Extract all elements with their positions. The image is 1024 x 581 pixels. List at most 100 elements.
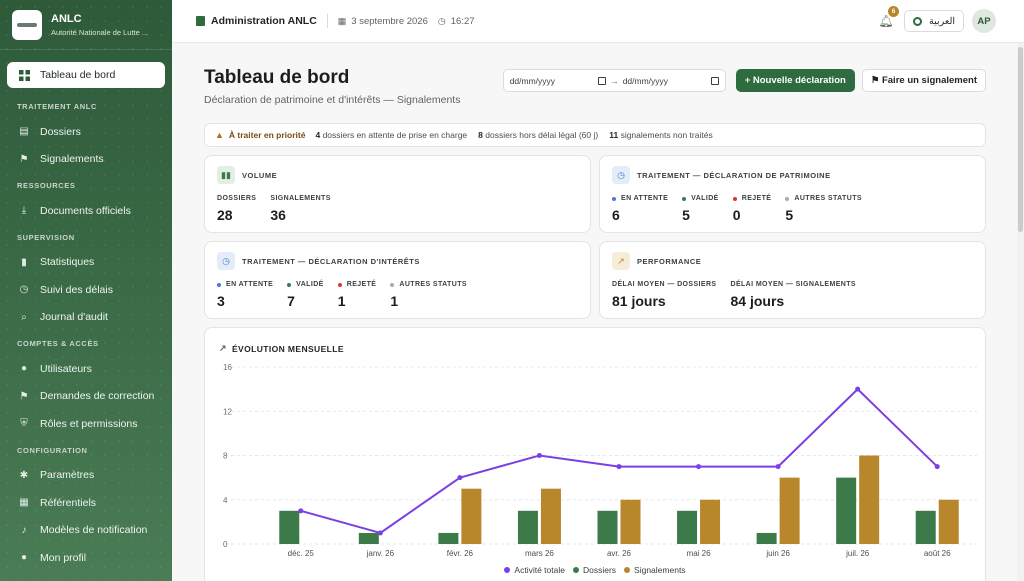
bar-signalements [620,499,641,544]
sidebar-section-title: COMPTES & ACCÈS [17,339,99,348]
alert-item[interactable]: 4 dossiers en attente de prise en charge [315,130,468,140]
status-dot [612,196,616,201]
header-divider [326,14,328,28]
globe-icon [913,16,923,26]
sidebar-item-label: Signalements [40,153,104,166]
bar-dossiers [915,510,936,544]
x-tick-label: janv. 26 [366,549,395,558]
sidebar-item-label: Dossiers [40,125,81,138]
point-activite-totale [616,464,622,470]
sidebar-item-label: Documents officiels [40,204,131,217]
sidebar-item-r-f-rentiels[interactable]: ▦ Référentiels [0,489,172,517]
page-title: Tableau de bord [204,67,350,88]
interets-card: ◷ TRAITEMENT — DÉCLARATION D'INTÉRÊTS EN… [204,241,591,319]
notification-badge: 6 [888,6,900,17]
date-from-placeholder: dd/mm/yyyy [509,75,556,86]
bar-dossiers [756,532,777,544]
sidebar-item-journal-d-audit[interactable]: ⌕ Journal d'audit [0,304,172,332]
stat-rejet-: REJETÉ 1 [337,281,377,309]
y-tick-label: 12 [223,407,232,416]
bar-dossiers [279,510,300,544]
avatar[interactable]: AP [972,9,996,33]
header-date: ▦ 3 septembre 2026 [338,16,428,27]
legend-item[interactable]: Activité totale [504,565,565,575]
main-content: Tableau de bord Déclaration de patrimoin… [172,43,1017,581]
sidebar-section-title: CONFIGURATION [17,445,88,455]
sidebar-item-label: Modèles de notification [40,524,148,537]
calendar-icon [597,76,606,85]
sidebar-item-label: Tableau de bord [40,69,116,81]
sidebar-item-mon-profil[interactable]: ● Mon profil [0,544,172,572]
report-button[interactable]: ⚑ Faire un signalement [861,69,986,92]
org-name: Administration ANLC [196,15,317,27]
bar-dossiers [597,510,618,544]
stat-en-attente: EN ATTENTE 6 [612,195,669,223]
sidebar-item-statistiques[interactable]: ▮ Statistiques [0,249,172,277]
bar-chart-icon: ▮▮ [217,166,235,184]
sidebar-section-title: TRAITEMENT ANLC [17,102,97,111]
x-tick-label: mai 26 [687,549,712,558]
date-to-field[interactable]: dd/mm/yyyy [623,76,719,86]
toolbar: dd/mm/yyyy → dd/mm/yyyy + Nouvelle décla… [502,69,986,92]
status-dot [287,282,292,287]
bar-signalements [779,477,800,544]
card-title: TRAITEMENT — DÉCLARATION D'INTÉRÊTS [242,256,420,266]
y-tick-label: 16 [223,363,232,372]
clock-icon: ◷ [217,252,235,270]
x-tick-label: avr. 26 [607,549,632,558]
x-tick-label: juin 26 [765,549,790,558]
page-subtitle: Déclaration de patrimoine et d'intérêts … [204,94,461,106]
y-tick-label: 0 [223,540,228,549]
notifications-button[interactable]: 🔔︎ 6 [878,6,900,29]
alert-item[interactable]: 8 dossiers hors délai légal (60 j) [478,130,599,140]
sidebar-item-signalements[interactable]: ⚑ Signalements [0,146,172,174]
scrollbar[interactable] [1017,43,1024,581]
top-header: Administration ANLC ▦ 3 septembre 2026 ◷… [172,0,1024,43]
new-declaration-button[interactable]: + Nouvelle déclaration [735,69,855,92]
sidebar-item-documents-officiels[interactable]: ⤓ Documents officiels [0,197,172,225]
bar-signalements [540,488,561,544]
stat-delai-dossiers: DÉLAI MOYEN — DOSSIERS 81 jours [612,281,717,309]
bell-icon: ♪ [21,524,27,536]
status-dot [337,282,342,287]
header-time: ◷ 16:27 [438,16,475,27]
status-dot [732,196,737,201]
brand-subtitle: Autorité Nationale de Lutte ... [51,27,149,37]
sidebar-item-suivi-des-d-lais[interactable]: ◷ Suivi des délais [0,276,172,304]
brand[interactable]: ANLC Autorité Nationale de Lutte ... [0,0,172,50]
sidebar-item-demandes-de-correction[interactable]: ⚑ Demandes de correction [0,383,172,411]
sidebar-item-label: Paramètres [40,469,95,482]
status-dot [390,282,395,287]
language-switch-button[interactable]: العربية [904,10,964,32]
legend-item[interactable]: Dossiers [572,565,616,575]
scrollbar-thumb[interactable] [1018,47,1023,232]
date-range-picker[interactable]: dd/mm/yyyy → dd/mm/yyyy [502,69,726,92]
sidebar-section-title: SUPERVISION [17,232,75,242]
point-activite-totale [696,464,702,470]
y-tick-label: 4 [223,496,228,505]
legend-item[interactable]: Signalements [624,565,686,575]
time-label: 16:27 [450,15,475,27]
sidebar-item-mod-les-de-notification[interactable]: ♪ Modèles de notification [0,517,172,545]
date-from-field[interactable]: dd/mm/yyyy [510,76,606,86]
x-tick-label: juil. 26 [845,549,870,558]
grid-icon [18,69,30,81]
x-tick-label: déc. 25 [288,549,315,558]
sidebar-item-label: Journal d'audit [40,311,108,324]
sidebar-item-label: Statistiques [40,256,95,269]
sidebar-item-utilisateurs[interactable]: ● Utilisateurs [0,355,172,383]
shield-icon: ⛨ [20,418,28,430]
search-icon: ⌕ [21,311,27,323]
date-label: 3 septembre 2026 [351,15,428,27]
alert-item[interactable]: 11 signalements non traités [609,130,713,140]
bar-dossiers [677,510,698,544]
building-icon [196,16,205,26]
bar-signalements [700,499,721,544]
sidebar-item-dossiers[interactable]: ▤ Dossiers [0,118,172,146]
sidebar-item-r-les-et-permissions[interactable]: ⛨ Rôles et permissions [0,410,172,438]
flag-icon: ⚑ [19,390,29,402]
sidebar-item-param-tres[interactable]: ✱ Paramètres [0,462,172,490]
sidebar-nav: Tableau de bord TRAITEMENT ANLC ▤ Dossiers… [0,50,172,572]
sidebar-item-tableau-de-bord[interactable]: Tableau de bord [7,62,165,88]
stat-autres-statuts: AUTRES STATUTS 5 [785,195,862,223]
